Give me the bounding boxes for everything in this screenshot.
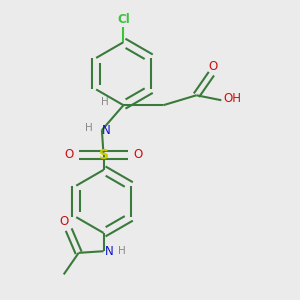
Text: H: H	[85, 123, 93, 134]
Text: S: S	[98, 148, 109, 162]
Text: O: O	[59, 215, 68, 228]
Text: H: H	[118, 245, 126, 256]
Text: OH: OH	[223, 92, 241, 105]
Text: N: N	[101, 124, 110, 137]
Text: O: O	[65, 148, 74, 161]
Text: O: O	[133, 148, 142, 161]
Text: H: H	[101, 97, 109, 107]
Text: Cl: Cl	[117, 14, 130, 26]
Text: O: O	[208, 60, 218, 73]
Text: N: N	[105, 245, 114, 258]
